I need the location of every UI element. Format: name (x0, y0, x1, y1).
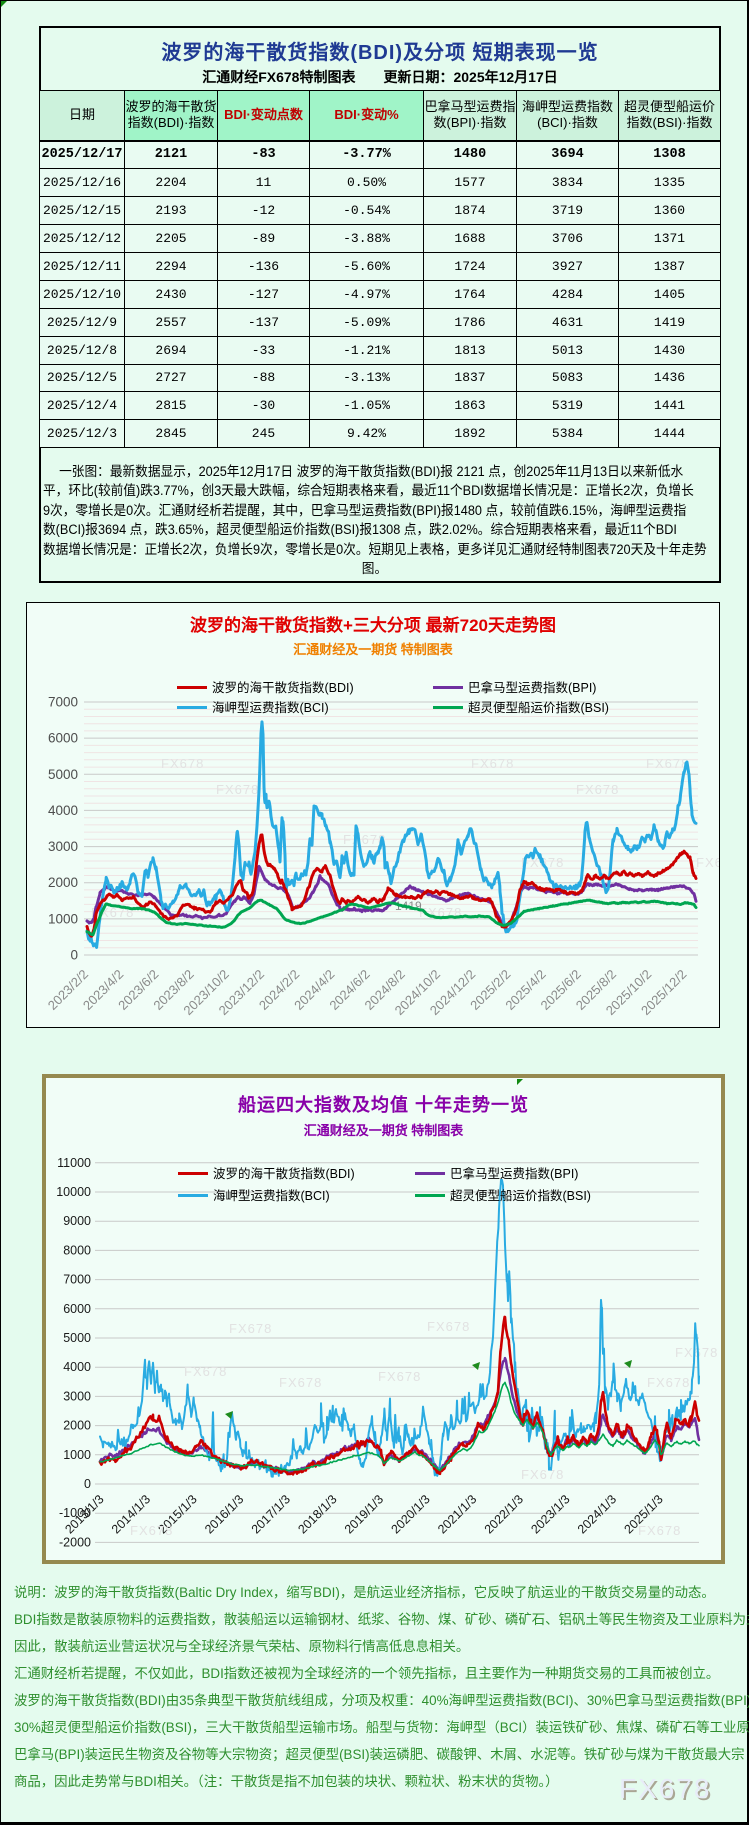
svg-text:4000: 4000 (48, 803, 78, 818)
svg-text:2021/1/3: 2021/1/3 (435, 1492, 479, 1536)
svg-text:FX678: FX678 (279, 1375, 322, 1390)
svg-text:FX678: FX678 (638, 1523, 681, 1538)
svg-text:FX678: FX678 (576, 782, 619, 797)
svg-text:7000: 7000 (48, 695, 78, 710)
svg-text:2023/1/3: 2023/1/3 (528, 1492, 572, 1536)
svg-text:3000: 3000 (63, 1389, 91, 1403)
svg-text:FX678: FX678 (378, 1369, 421, 1384)
svg-text:0: 0 (70, 948, 78, 963)
svg-text:4000: 4000 (63, 1360, 91, 1374)
svg-text:-1000: -1000 (59, 1506, 91, 1520)
svg-text:FX678: FX678 (184, 1364, 227, 1379)
svg-text:FX678: FX678 (471, 756, 514, 771)
svg-text:2000: 2000 (48, 875, 78, 890)
svg-text:9000: 9000 (63, 1214, 91, 1228)
svg-text:11000: 11000 (57, 1156, 91, 1170)
svg-text:8000: 8000 (63, 1243, 91, 1257)
svg-text:6000: 6000 (63, 1302, 91, 1316)
svg-text:3000: 3000 (48, 839, 78, 854)
svg-text:FX678: FX678 (427, 1319, 470, 1334)
svg-text:0: 0 (84, 1477, 91, 1491)
svg-text:FX678: FX678 (229, 1321, 272, 1336)
svg-text:FX678: FX678 (646, 756, 689, 771)
svg-text:2018/1/3: 2018/1/3 (295, 1492, 339, 1536)
svg-text:1000: 1000 (48, 911, 78, 926)
svg-text:FX678: FX678 (343, 832, 386, 847)
svg-text:5000: 5000 (63, 1331, 91, 1345)
svg-text:2017/1/3: 2017/1/3 (249, 1492, 293, 1536)
svg-text:FX678: FX678 (647, 1375, 690, 1390)
svg-text:-2000: -2000 (59, 1535, 91, 1549)
svg-text:2020/1/3: 2020/1/3 (389, 1492, 433, 1536)
svg-text:FX678: FX678 (130, 1523, 173, 1538)
svg-text:2000: 2000 (63, 1419, 91, 1433)
svg-text:2024/1/3: 2024/1/3 (575, 1492, 619, 1536)
svg-text:FX678: FX678 (521, 1467, 564, 1482)
svg-text:FX678: FX678 (216, 782, 259, 797)
svg-text:2016/1/3: 2016/1/3 (202, 1492, 246, 1536)
svg-text:FX678: FX678 (161, 756, 204, 771)
svg-text:FX678: FX678 (696, 855, 719, 870)
svg-text:1000: 1000 (63, 1448, 91, 1462)
svg-text:5000: 5000 (48, 767, 78, 782)
svg-text:2019/1/3: 2019/1/3 (342, 1492, 386, 1536)
svg-text:2022/1/3: 2022/1/3 (482, 1492, 526, 1536)
svg-text:FX678: FX678 (675, 1345, 718, 1360)
svg-text:10000: 10000 (56, 1185, 91, 1199)
svg-text:7000: 7000 (63, 1273, 91, 1287)
svg-text:6000: 6000 (48, 731, 78, 746)
